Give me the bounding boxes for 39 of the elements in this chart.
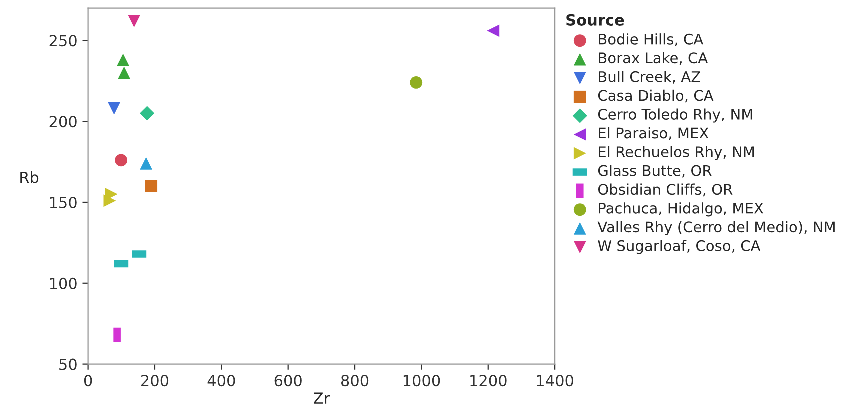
legend-label: Bodie Hills, CA <box>599 34 704 46</box>
point <box>104 194 116 208</box>
legend-title: Source <box>566 14 624 26</box>
x-tick-label: 1200 <box>470 375 507 387</box>
legend-label: W Sugarloaf, Coso, CA <box>598 240 761 254</box>
x-tick-label: 800 <box>341 375 369 387</box>
x-tick-label: 0 <box>84 375 92 387</box>
point <box>145 180 158 193</box>
legend-label: Valles Rhy (Cerro del Medio), NM <box>598 221 835 236</box>
y-tick-label: 100 <box>50 278 77 290</box>
point <box>487 24 500 38</box>
y-tick-label: 150 <box>50 196 77 209</box>
point <box>140 106 155 121</box>
y-tick-label: 200 <box>50 116 77 128</box>
legend-label: Cerro Toledo Rhy, NM <box>598 108 752 123</box>
x-tick-label: 400 <box>208 375 236 387</box>
legend-label: Borax Lake, CA <box>599 52 708 66</box>
x-tick-label: 1400 <box>537 375 574 387</box>
x-axis-title: Zr <box>314 392 330 404</box>
legend-label: El Rechuelos Rhy, NM <box>599 146 754 160</box>
point <box>128 15 141 28</box>
y-tick-label: 50 <box>60 358 77 370</box>
legend-label: Glass Butte, OR <box>598 165 712 178</box>
point <box>118 66 131 80</box>
legend-label: El Paraiso, MEX <box>599 127 709 140</box>
y-axis-title: Rb <box>20 172 39 184</box>
x-tick-label: 200 <box>142 375 169 387</box>
x-tick-label: 600 <box>274 375 302 387</box>
legend-label: Pachuca, Hidalgo, MEX <box>599 202 764 217</box>
point <box>117 54 130 66</box>
point <box>140 157 153 170</box>
x-tick-label: 1000 <box>404 375 440 387</box>
point <box>108 102 121 115</box>
point <box>115 154 128 167</box>
point <box>410 76 423 89</box>
legend-label: Obsidian Cliffs, OR <box>598 184 733 197</box>
legend-label: Casa Diablo, CA <box>598 90 714 103</box>
y-tick-label: 250 <box>50 35 77 47</box>
legend-label: Bull Creek, AZ <box>599 71 700 84</box>
